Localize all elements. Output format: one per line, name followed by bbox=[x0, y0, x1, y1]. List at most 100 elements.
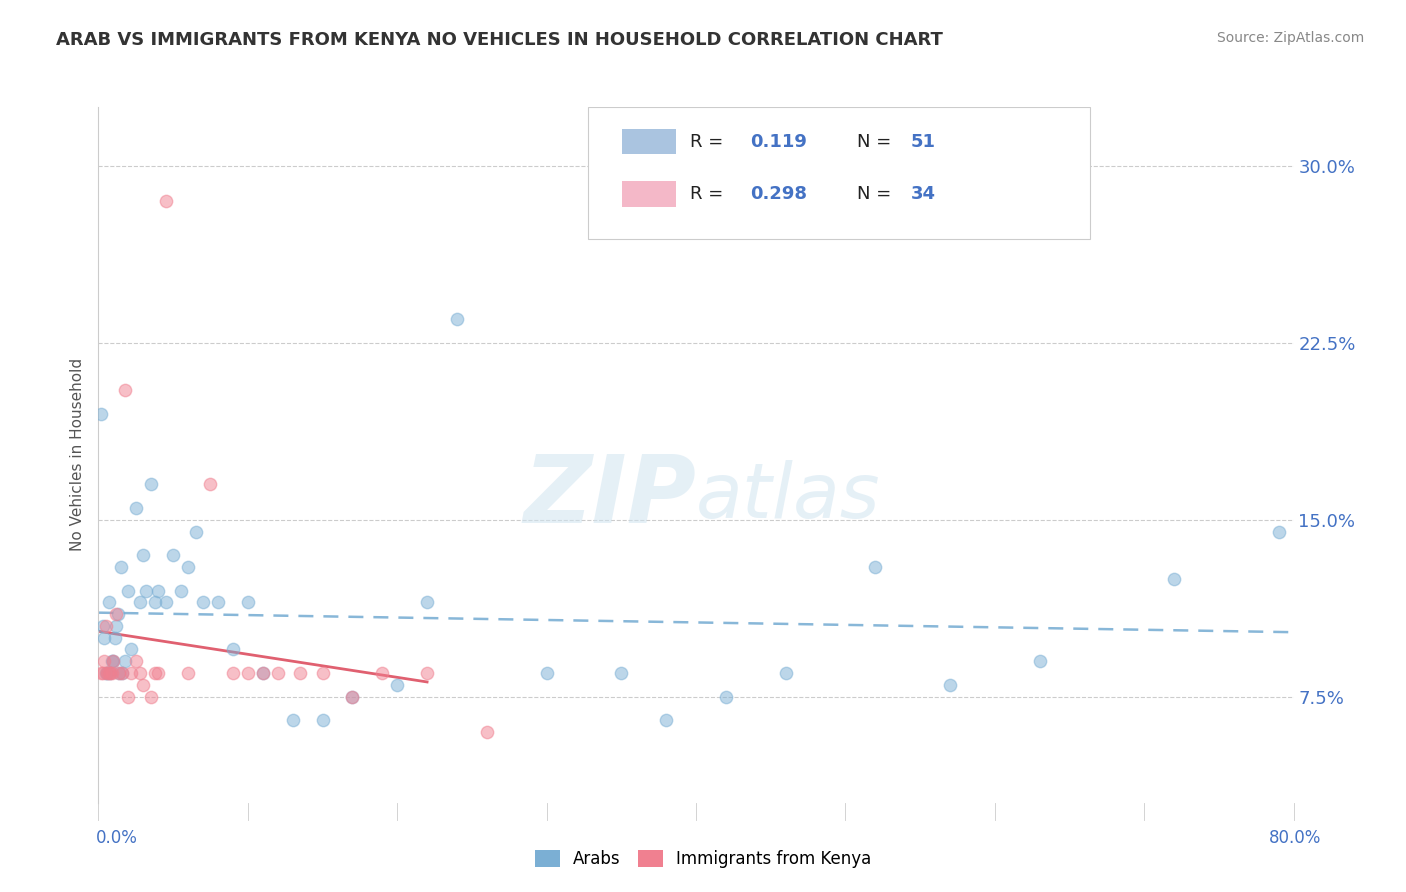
Point bbox=[93, 631, 115, 645]
Point bbox=[108, 666, 131, 681]
Point bbox=[97, 595, 120, 609]
Point bbox=[101, 654, 124, 668]
Point bbox=[90, 407, 112, 421]
Point bbox=[125, 500, 148, 515]
Point bbox=[143, 595, 166, 609]
Point bbox=[288, 666, 311, 681]
FancyBboxPatch shape bbox=[621, 129, 676, 154]
Point bbox=[111, 666, 134, 681]
Point bbox=[162, 548, 184, 562]
Point bbox=[191, 595, 214, 609]
Point bbox=[93, 654, 115, 668]
Text: 0.298: 0.298 bbox=[749, 185, 807, 203]
Text: N =: N = bbox=[858, 185, 897, 203]
Point bbox=[94, 619, 117, 633]
Text: 51: 51 bbox=[911, 133, 936, 151]
Point bbox=[132, 548, 155, 562]
Point bbox=[939, 678, 962, 692]
Point bbox=[125, 654, 148, 668]
Point bbox=[155, 595, 177, 609]
Point bbox=[252, 666, 274, 681]
Point bbox=[416, 595, 439, 609]
Text: R =: R = bbox=[690, 133, 728, 151]
Point bbox=[114, 383, 136, 397]
Point bbox=[475, 725, 498, 739]
Point bbox=[108, 666, 131, 681]
Point bbox=[775, 666, 797, 681]
Point bbox=[103, 654, 125, 668]
Point bbox=[139, 477, 162, 491]
Point bbox=[416, 666, 439, 681]
Point bbox=[105, 607, 128, 621]
Point bbox=[222, 642, 245, 657]
Point bbox=[177, 666, 200, 681]
Point bbox=[252, 666, 274, 681]
Point bbox=[311, 666, 333, 681]
Point bbox=[101, 666, 124, 681]
Point bbox=[97, 666, 120, 681]
Point bbox=[342, 690, 364, 704]
Point bbox=[114, 654, 136, 668]
Point bbox=[236, 666, 259, 681]
Point bbox=[207, 595, 229, 609]
Text: 0.119: 0.119 bbox=[749, 133, 807, 151]
Text: Source: ZipAtlas.com: Source: ZipAtlas.com bbox=[1216, 31, 1364, 45]
Text: ARAB VS IMMIGRANTS FROM KENYA NO VEHICLES IN HOUSEHOLD CORRELATION CHART: ARAB VS IMMIGRANTS FROM KENYA NO VEHICLE… bbox=[56, 31, 943, 49]
Point bbox=[143, 666, 166, 681]
Point bbox=[1267, 524, 1289, 539]
Point bbox=[311, 713, 333, 727]
Point bbox=[105, 619, 128, 633]
FancyBboxPatch shape bbox=[621, 181, 676, 207]
Text: ZIP: ZIP bbox=[523, 450, 696, 542]
Point bbox=[200, 477, 222, 491]
Point bbox=[135, 583, 157, 598]
Y-axis label: No Vehicles in Household: No Vehicles in Household bbox=[69, 359, 84, 551]
Legend: Arabs, Immigrants from Kenya: Arabs, Immigrants from Kenya bbox=[529, 843, 877, 875]
Point bbox=[865, 560, 887, 574]
Point bbox=[120, 642, 142, 657]
Point bbox=[1163, 572, 1185, 586]
Point bbox=[342, 690, 364, 704]
Text: R =: R = bbox=[690, 185, 728, 203]
Text: 80.0%: 80.0% bbox=[1270, 829, 1322, 847]
Text: atlas: atlas bbox=[696, 459, 880, 533]
Point bbox=[281, 713, 304, 727]
Point bbox=[96, 666, 118, 681]
Point bbox=[98, 666, 122, 681]
Point bbox=[90, 666, 112, 681]
Point bbox=[104, 631, 127, 645]
Point bbox=[129, 666, 152, 681]
Text: N =: N = bbox=[858, 133, 897, 151]
Point bbox=[714, 690, 737, 704]
Point bbox=[110, 560, 132, 574]
Point bbox=[148, 583, 170, 598]
Point bbox=[267, 666, 290, 681]
Point bbox=[91, 619, 114, 633]
Point bbox=[98, 666, 122, 681]
Point bbox=[91, 666, 114, 681]
Point bbox=[132, 678, 155, 692]
Point bbox=[148, 666, 170, 681]
Point bbox=[536, 666, 558, 681]
Point bbox=[610, 666, 633, 681]
Point bbox=[236, 595, 259, 609]
Point bbox=[1028, 654, 1050, 668]
Point bbox=[184, 524, 207, 539]
Point bbox=[371, 666, 394, 681]
Point bbox=[385, 678, 409, 692]
Point bbox=[94, 666, 117, 681]
Point bbox=[117, 583, 139, 598]
Point bbox=[129, 595, 152, 609]
Text: 34: 34 bbox=[911, 185, 936, 203]
Text: 0.0%: 0.0% bbox=[96, 829, 138, 847]
Point bbox=[120, 666, 142, 681]
Point bbox=[177, 560, 200, 574]
Point bbox=[222, 666, 245, 681]
Point bbox=[655, 713, 678, 727]
Point bbox=[96, 666, 118, 681]
Point bbox=[117, 690, 139, 704]
Point bbox=[139, 690, 162, 704]
Point bbox=[446, 312, 468, 326]
Point bbox=[111, 666, 134, 681]
Point bbox=[169, 583, 191, 598]
